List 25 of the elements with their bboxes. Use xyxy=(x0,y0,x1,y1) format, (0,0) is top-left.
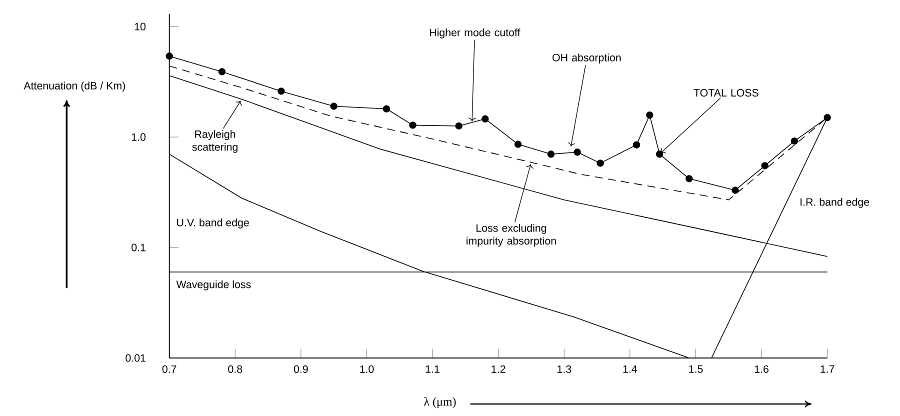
x-tick-label: 1.3 xyxy=(558,365,572,373)
series-label: U.V. band edge xyxy=(177,218,249,228)
y-tick-label: 0.01 xyxy=(126,354,146,362)
y-tick-label: 1.0 xyxy=(132,133,146,141)
y-tick-label: 0.1 xyxy=(132,244,146,252)
series-label: Waveguide loss xyxy=(176,280,251,290)
annotation: Higher mode cutoff xyxy=(430,28,520,38)
text: TOTAL LOSS xyxy=(694,89,758,97)
series-label: I.R. band edge xyxy=(800,198,870,208)
x-tick-label: 1.6 xyxy=(754,365,768,373)
x-axis-title: λ (μm) xyxy=(424,397,456,408)
text: Loss excluding impurity absorption xyxy=(466,224,556,247)
x-tick-label: 1.1 xyxy=(426,365,440,373)
y-axis-title: Attenuation (dB / Km) xyxy=(24,82,125,92)
y-tick-label: 10 xyxy=(134,22,146,30)
x-tick-label: 0.8 xyxy=(228,365,242,373)
x-tick-label: 0.9 xyxy=(294,365,308,373)
x-tick-label: 1.0 xyxy=(360,365,374,373)
x-tick-label: 1.5 xyxy=(689,365,703,373)
annotation: OH absorption xyxy=(552,54,621,64)
x-tick-label: 1.4 xyxy=(623,365,638,373)
x-tick-label: 1.2 xyxy=(492,365,506,373)
x-tick-label: 0.7 xyxy=(162,365,176,373)
legend-label: Rayleigh scattering xyxy=(192,130,238,153)
x-tick-label: 1.7 xyxy=(820,365,834,373)
